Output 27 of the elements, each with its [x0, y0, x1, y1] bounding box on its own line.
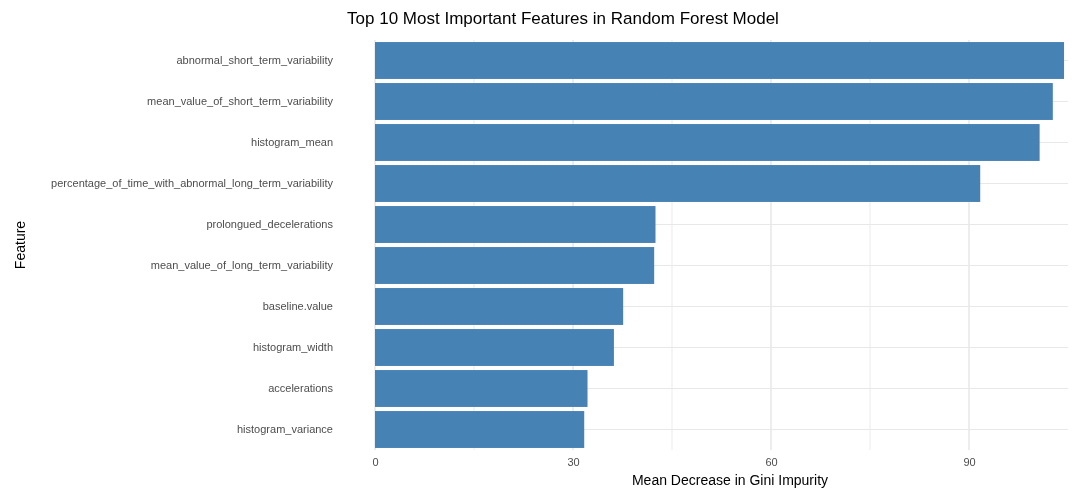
y-tick-label: accelerations	[268, 382, 334, 395]
y-tick-label: abnormal_short_term_variability	[176, 54, 334, 67]
y-axis-title: Feature	[12, 220, 28, 270]
bar	[375, 288, 624, 325]
bar	[375, 329, 614, 366]
x-tick-label: 30	[567, 455, 580, 468]
y-tick-label: prolongued_decelerations	[206, 218, 334, 231]
bar	[375, 124, 1040, 161]
y-tick-label: histogram_width	[252, 341, 333, 354]
bar	[375, 370, 588, 407]
x-tick-label: 90	[963, 455, 976, 468]
y-tick-label: mean_value_of_short_term_variability	[147, 95, 334, 108]
bar	[375, 83, 1053, 120]
bar	[375, 206, 656, 243]
bar	[375, 165, 981, 202]
chart-title: Top 10 Most Important Features in Random Forest Model	[347, 9, 779, 28]
bar	[375, 42, 1065, 79]
x-axis-title: Mean Decrease in Gini Impurity	[631, 472, 829, 488]
y-tick-label: baseline.value	[262, 300, 333, 313]
bar	[375, 411, 585, 448]
y-tick-label: histogram_variance	[237, 423, 333, 436]
x-tick-label: 0	[372, 455, 379, 468]
y-tick-label: mean_value_of_long_term_variability	[150, 259, 334, 272]
y-tick-label: histogram_mean	[251, 136, 333, 149]
bar	[375, 247, 655, 284]
y-tick-label: percentage_of_time_with_abnormal_long_term_variability	[51, 177, 334, 190]
x-tick-label: 60	[765, 455, 778, 468]
